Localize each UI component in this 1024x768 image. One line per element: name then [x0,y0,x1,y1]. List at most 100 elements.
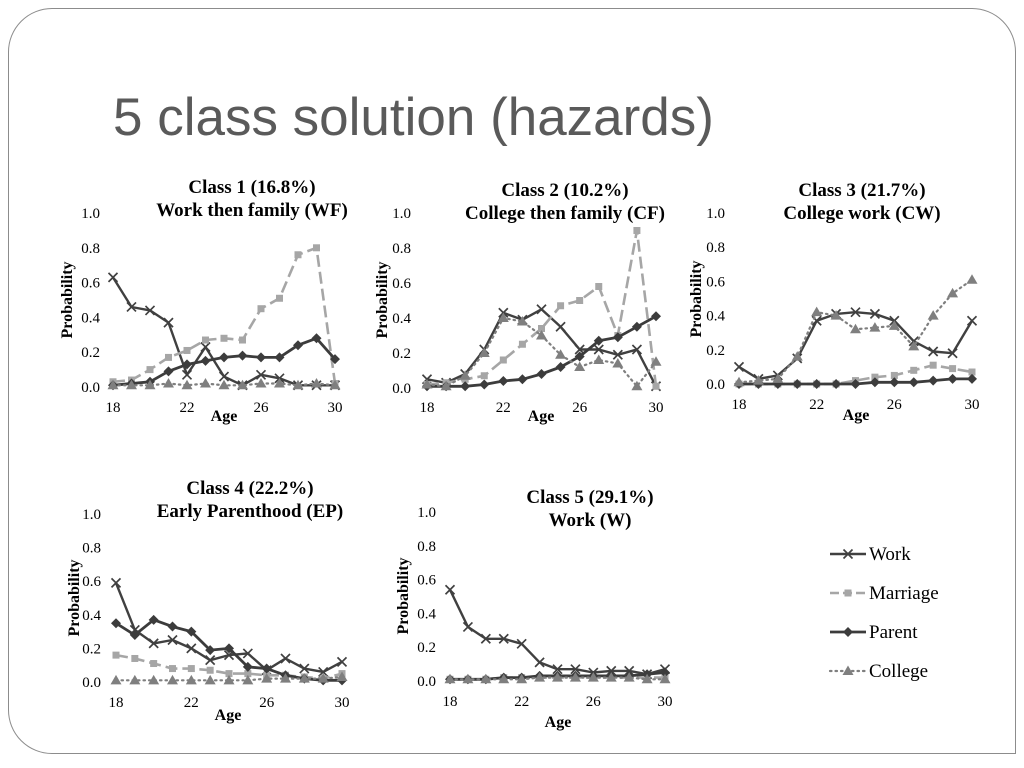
class4-marriage-point [187,665,195,673]
class1-parent-point [311,333,322,344]
class1-work-point [218,371,230,382]
class3-xtick-label: 30 [965,397,980,413]
class3-work-line [738,311,974,381]
class2-ytick-label: 0.4 [392,311,411,327]
class3-ytick-label: 0.4 [706,309,725,325]
class4-series-parent [111,614,347,686]
class5-college-point [587,672,599,682]
class4-parent-point [261,663,272,674]
class1-ytick-label: 0.4 [81,310,100,326]
chart-subtitle: College work (CW) [783,203,940,224]
class4-marriage-point [244,670,252,678]
class3-marriage-point [910,366,918,374]
class5-college-point [569,672,581,682]
class2-work-point [555,321,566,332]
legend-label: Work [869,544,911,565]
class4-work-point [280,653,291,664]
class2-parent-point [651,311,661,322]
class5-college-point [659,673,671,684]
class5-college-point [552,672,563,682]
class1-marriage-point [276,294,283,302]
legend-item-marriage: Marriage [830,583,939,604]
class3-work-point [947,348,958,359]
chart-title: Class 2 (10.2%) [501,180,628,201]
class4-college-point [129,674,141,685]
class1-parent-point [237,350,248,361]
chart-class-4: Class 4 (22.2%) Early Parenthood (EP) Ag… [66,478,350,724]
class1-college-point [126,379,137,390]
class3-work-point [928,346,939,357]
class4-marriage-point [169,665,176,673]
x-axis-label: Age [215,707,242,724]
class2-parent-point [460,381,471,392]
class4-marriage-point [131,654,139,662]
class3-parent-point [908,377,919,388]
class5-college-point [516,673,528,684]
class4-ytick-label: 0.2 [82,641,101,657]
y-axis-label: Probability [59,261,76,338]
class5-series-work [444,584,671,680]
class1-xtick-label: 26 [254,400,270,416]
class2-work-point [631,344,643,355]
class3-marriage-point [871,373,879,381]
class2-xtick-label: 26 [572,400,588,416]
class4-marriage-point [225,670,233,678]
y-axis-label: Probability [688,260,705,337]
legend-swatch-marker [842,548,854,560]
class4-college-point [110,674,122,685]
class1-series-marriage [109,244,339,388]
class5-xtick-label: 30 [658,694,673,710]
class3-parent-point [831,379,842,389]
class2-xtick-label: 22 [496,400,511,416]
chart-class-3: Class 3 (21.7%) College work (CW) Age Pr… [688,180,980,424]
class3-marriage-point [949,365,957,373]
class5-work-point [570,664,581,675]
class1-college-point [311,378,322,388]
class3-college-point [752,375,764,385]
class3-college-point [830,310,842,320]
chart-title: Class 3 (21.7%) [798,180,925,201]
class2-ytick-label: 1.0 [392,206,411,222]
class4-parent-point [242,661,253,672]
class2-xtick-label: 18 [420,400,435,416]
class4-parent-point [205,645,216,656]
class2-ytick-label: 0.6 [392,276,411,292]
class2-marriage-point [576,297,584,304]
class1-college-point [292,379,304,390]
class4-college-point [185,674,197,685]
class1-parent-point [219,352,229,363]
class2-marriage-point [538,325,545,332]
class3-parent-point [792,379,803,389]
class3-ytick-label: 0.6 [706,274,725,290]
class3-college-point [966,274,978,284]
class2-college-point [612,358,624,368]
class1-work-point [144,305,156,316]
chart-class-1: Class 1 (16.8%) Work then family (WF) Ag… [59,177,348,425]
chart-class-2: Class 2 (10.2%) College then family (CF)… [374,180,665,425]
class3-xtick-label: 22 [809,397,824,413]
class2-college-point [650,356,662,366]
class1-xtick-label: 18 [106,400,121,416]
class3-marriage-point [929,361,937,369]
class4-work-point [110,577,122,588]
class5-xtick-label: 22 [514,694,529,710]
class5-ytick-label: 0.2 [417,640,436,656]
chart-title: Class 1 (16.8%) [188,177,315,198]
class5-work-point [498,633,509,644]
class1-college-point [218,379,230,390]
class1-parent-point [330,354,340,365]
class5-work-point [606,665,617,676]
class5-ytick-label: 0.4 [417,606,436,622]
class3-college-point [869,322,881,332]
x-axis-label: Age [528,408,555,425]
class3-marriage-point [890,371,898,379]
class2-parent-point [593,335,604,346]
class3-parent-point [967,373,977,384]
class5-college-point [498,673,510,684]
class1-college-point [107,379,119,390]
class1-parent-point [293,340,303,351]
legend-label: Marriage [869,583,939,604]
class4-work-point [242,648,253,659]
class4-work-point [299,663,310,674]
class2-xtick-label: 30 [649,400,664,416]
